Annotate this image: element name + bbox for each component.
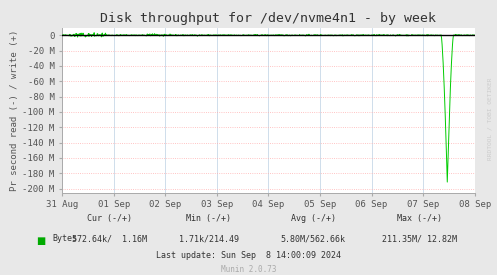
- Text: 211.35M/ 12.82M: 211.35M/ 12.82M: [383, 235, 457, 243]
- Text: Max (-/+): Max (-/+): [398, 214, 442, 223]
- Text: ■: ■: [36, 236, 45, 246]
- Text: 572.64k/  1.16M: 572.64k/ 1.16M: [72, 235, 147, 243]
- Text: Cur (-/+): Cur (-/+): [87, 214, 132, 223]
- Text: Bytes: Bytes: [52, 235, 77, 243]
- Text: Munin 2.0.73: Munin 2.0.73: [221, 265, 276, 274]
- Text: 5.80M/562.66k: 5.80M/562.66k: [281, 235, 345, 243]
- Text: Avg (-/+): Avg (-/+): [291, 214, 335, 223]
- Text: Last update: Sun Sep  8 14:00:09 2024: Last update: Sun Sep 8 14:00:09 2024: [156, 252, 341, 260]
- Text: RRDTOOL / TOBI OETIKER: RRDTOOL / TOBI OETIKER: [487, 77, 492, 160]
- Title: Disk throughput for /dev/nvme4n1 - by week: Disk throughput for /dev/nvme4n1 - by we…: [100, 12, 436, 25]
- Y-axis label: Pr second read (-) / write (+): Pr second read (-) / write (+): [10, 29, 19, 191]
- Text: Min (-/+): Min (-/+): [186, 214, 231, 223]
- Text: 1.71k/214.49: 1.71k/214.49: [179, 235, 239, 243]
